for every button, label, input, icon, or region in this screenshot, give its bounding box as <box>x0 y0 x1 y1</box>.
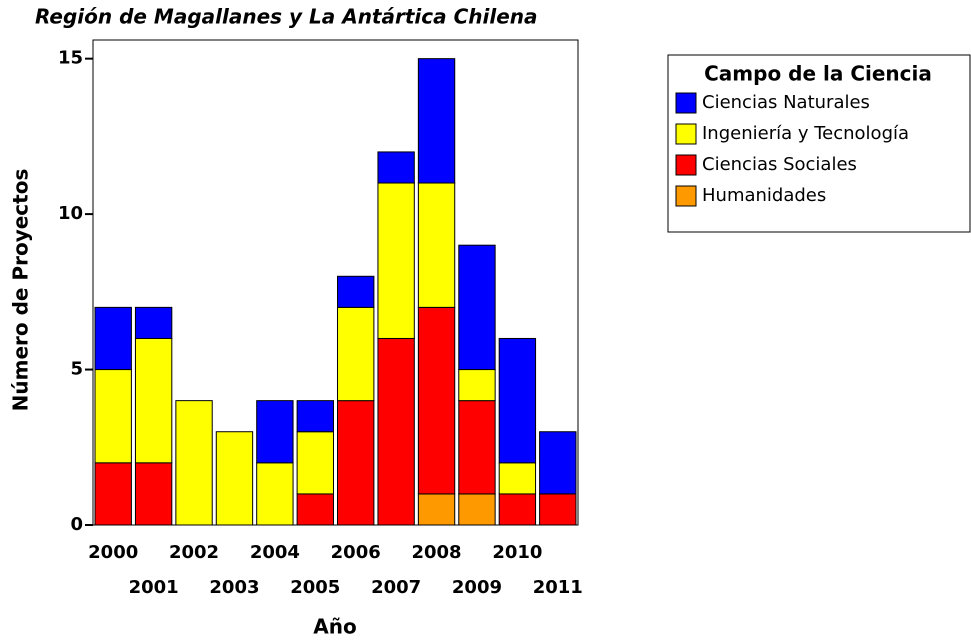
legend-swatch <box>675 123 697 145</box>
bar-segment <box>94 462 132 526</box>
bar-segment <box>256 400 294 464</box>
bar-segment <box>134 306 173 339</box>
x-tick-label: 2005 <box>290 577 340 598</box>
legend-label: Ingeniería y Tecnología <box>702 123 909 144</box>
y-tick-label: 10 <box>58 203 83 224</box>
x-tick-label: 2001 <box>129 577 179 598</box>
bar-segment <box>498 493 537 526</box>
bar-segment <box>215 431 254 526</box>
y-axis-title: Número de Proyectos <box>9 169 33 412</box>
x-tick-label: 2008 <box>411 542 461 563</box>
legend-box <box>667 54 971 233</box>
y-tick-label: 0 <box>70 514 83 535</box>
plot-frame <box>92 39 579 526</box>
x-tick-label: 2000 <box>88 542 138 563</box>
legend-title: Campo de la Ciencia <box>704 62 932 86</box>
bar-segment <box>458 400 496 495</box>
chart-title: Región de Magallanes y La Antártica Chil… <box>35 5 538 29</box>
bar-segment <box>377 182 415 339</box>
bar-segment <box>539 431 577 495</box>
bar-segment <box>417 182 456 308</box>
legend-swatch <box>675 92 697 114</box>
legend-label: Humanidades <box>702 185 826 206</box>
bar-segment <box>296 493 334 526</box>
bar-segment <box>377 337 415 526</box>
bar-segment <box>296 431 334 495</box>
y-tick-label: 15 <box>58 48 83 69</box>
bar-segment <box>337 306 375 402</box>
bar-segment <box>377 151 415 184</box>
x-axis-title: Año <box>313 615 356 639</box>
bar-segment <box>458 493 496 526</box>
bar-segment <box>539 493 577 526</box>
y-tick-label: 5 <box>70 359 83 380</box>
bar-segment <box>498 462 537 495</box>
bar-segment <box>337 400 375 526</box>
bar-segment <box>175 400 213 526</box>
bar-segment <box>417 493 456 526</box>
bar-segment <box>458 244 496 371</box>
legend-label: Ciencias Naturales <box>702 92 870 113</box>
x-tick-label: 2009 <box>452 577 502 598</box>
x-tick-label: 2006 <box>331 542 381 563</box>
bar-segment <box>417 306 456 495</box>
bar-segment <box>498 337 537 464</box>
legend-label: Ciencias Sociales <box>702 154 857 175</box>
x-tick-label: 2011 <box>533 577 583 598</box>
bar-segment <box>417 58 456 184</box>
x-tick-label: 2010 <box>492 542 542 563</box>
x-tick-label: 2004 <box>250 542 300 563</box>
bar-segment <box>94 369 132 464</box>
x-tick-label: 2003 <box>209 577 259 598</box>
bar-segment <box>337 275 375 308</box>
bar-segment <box>94 306 132 371</box>
x-tick-label: 2002 <box>169 542 219 563</box>
x-tick-label: 2007 <box>371 577 421 598</box>
legend-swatch <box>675 185 697 207</box>
bar-segment <box>134 337 173 464</box>
bar-segment <box>134 462 173 526</box>
bar-segment <box>458 369 496 402</box>
bar-segment <box>256 462 294 526</box>
bar-segment <box>296 400 334 433</box>
legend-swatch <box>675 154 697 176</box>
